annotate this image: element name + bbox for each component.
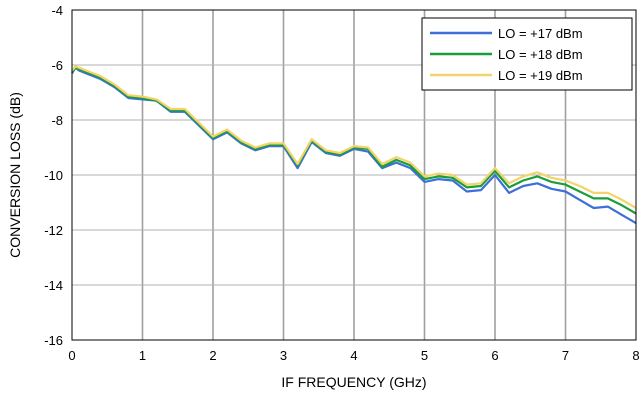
x-tick-label: 0 [68,348,75,363]
y-tick-label: -10 [44,168,63,183]
x-axis-title: IF FREQUENCY (GHz) [281,374,426,390]
y-tick-label: -12 [44,223,63,238]
x-tick-label: 6 [491,348,498,363]
x-tick-labels: 0 1 2 3 4 5 6 7 8 [68,348,639,363]
y-tick-label: -8 [51,113,63,128]
y-tick-labels: -4 -6 -8 -10 -12 -14 -16 [44,3,63,348]
x-tick-label: 7 [562,348,569,363]
legend: LO = +17 dBm LO = +18 dBm LO = +19 dBm [421,17,633,91]
legend-label: LO = +18 dBm [498,47,583,62]
series-line-2 [71,66,637,215]
x-tick-label: 5 [421,348,428,363]
x-tick-label: 1 [139,348,146,363]
y-tick-label: -16 [44,333,63,348]
y-tick-label: -6 [51,58,63,73]
plot-frame [71,9,637,341]
series-layer [71,65,637,225]
y-tick-label: -14 [44,278,63,293]
y-tick-label: -4 [51,3,63,18]
legend-label: LO = +17 dBm [498,26,583,41]
legend-label: LO = +19 dBm [498,68,583,83]
y-axis-title: CONVERSION LOSS (dB) [7,92,23,258]
x-tick-label: 4 [350,348,357,363]
x-tick-label: 8 [632,348,639,363]
x-tick-label: 3 [280,348,287,363]
series-line-3 [71,65,637,209]
x-tick-label: 2 [209,348,216,363]
series-line-1 [71,66,637,225]
